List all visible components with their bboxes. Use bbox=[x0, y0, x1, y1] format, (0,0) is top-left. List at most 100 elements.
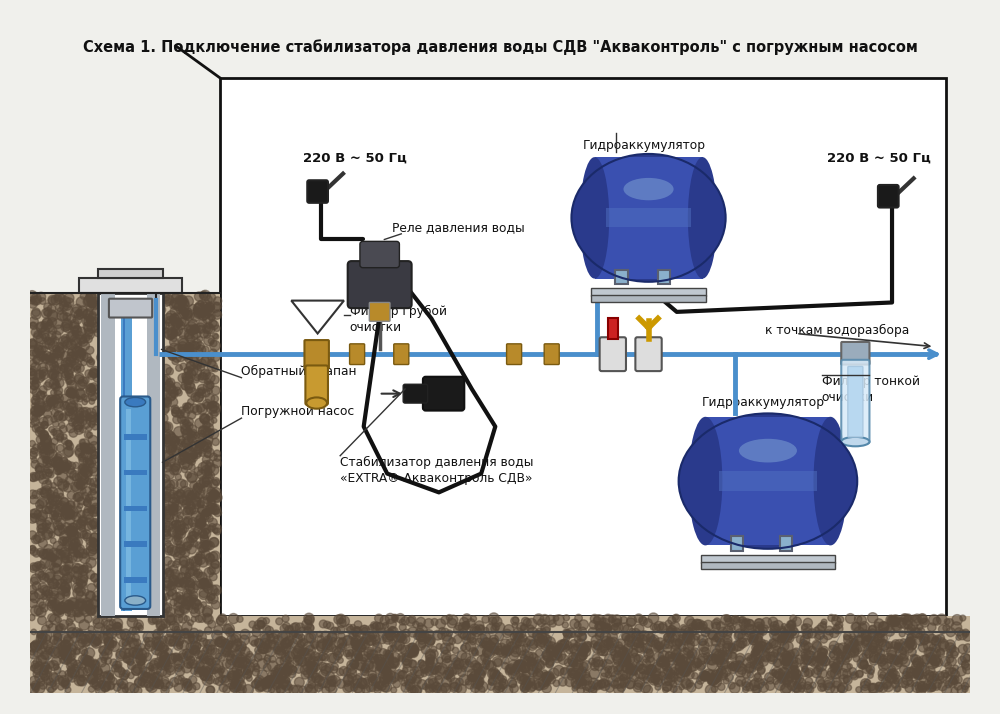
Point bbox=[54, 419, 70, 431]
Point bbox=[56, 411, 72, 423]
Point bbox=[190, 649, 206, 660]
Point bbox=[198, 419, 214, 431]
Point bbox=[73, 585, 89, 597]
Point bbox=[52, 341, 68, 353]
Point bbox=[417, 681, 433, 693]
Point bbox=[217, 636, 233, 648]
Point bbox=[340, 635, 356, 647]
Point bbox=[406, 647, 422, 658]
Point bbox=[26, 640, 42, 652]
Point bbox=[185, 674, 201, 685]
Point bbox=[224, 654, 240, 665]
Point bbox=[484, 668, 500, 680]
Point bbox=[714, 665, 730, 676]
Point bbox=[942, 639, 958, 650]
Point bbox=[77, 647, 93, 658]
Point bbox=[610, 655, 626, 666]
Point bbox=[268, 667, 284, 678]
Point bbox=[80, 445, 96, 456]
Point bbox=[150, 297, 166, 308]
Point bbox=[858, 663, 874, 675]
Point bbox=[401, 680, 417, 692]
Point bbox=[152, 640, 168, 651]
Point bbox=[597, 666, 613, 678]
Point bbox=[380, 653, 396, 665]
Point bbox=[186, 633, 202, 644]
Point bbox=[28, 561, 44, 573]
Point bbox=[34, 511, 50, 522]
Point bbox=[787, 670, 803, 682]
Point bbox=[98, 391, 114, 403]
Point bbox=[290, 646, 306, 658]
Point bbox=[55, 536, 71, 547]
Point bbox=[84, 503, 100, 514]
Point bbox=[344, 663, 360, 675]
Point bbox=[84, 298, 100, 310]
Point bbox=[73, 675, 89, 687]
Point bbox=[885, 668, 901, 679]
Point bbox=[871, 633, 887, 644]
Point bbox=[79, 486, 95, 497]
Point bbox=[189, 450, 205, 461]
Point bbox=[71, 424, 87, 436]
Point bbox=[155, 650, 171, 662]
Point bbox=[56, 362, 72, 373]
Point bbox=[74, 633, 90, 644]
Point bbox=[674, 642, 690, 653]
Point bbox=[568, 677, 584, 688]
Point bbox=[512, 658, 528, 670]
Point bbox=[79, 352, 95, 363]
Point bbox=[366, 621, 382, 633]
Point bbox=[512, 659, 528, 670]
Point bbox=[51, 674, 67, 685]
Point bbox=[663, 671, 679, 683]
Point bbox=[576, 664, 592, 675]
Point bbox=[102, 543, 118, 555]
Point bbox=[878, 677, 894, 688]
Point bbox=[189, 485, 205, 496]
Point bbox=[111, 309, 127, 321]
Point bbox=[915, 642, 931, 653]
Point bbox=[554, 640, 570, 651]
Point bbox=[180, 345, 196, 356]
Point bbox=[170, 471, 186, 483]
Point bbox=[64, 522, 80, 533]
Point bbox=[913, 685, 929, 696]
Ellipse shape bbox=[580, 157, 609, 278]
Point bbox=[55, 363, 71, 374]
Point bbox=[169, 651, 185, 663]
Point bbox=[178, 423, 194, 435]
Point bbox=[635, 663, 651, 675]
Point bbox=[39, 649, 55, 660]
Point bbox=[103, 680, 119, 692]
Point bbox=[203, 498, 219, 510]
Point bbox=[84, 659, 100, 670]
Point bbox=[28, 471, 44, 483]
Point bbox=[196, 521, 212, 533]
Point bbox=[653, 657, 669, 668]
Point bbox=[192, 659, 208, 670]
Point bbox=[250, 645, 266, 656]
Point bbox=[98, 528, 114, 539]
Point bbox=[478, 614, 494, 625]
Point bbox=[51, 301, 67, 313]
Point bbox=[27, 380, 43, 391]
Point bbox=[49, 364, 65, 376]
Point bbox=[88, 595, 104, 607]
Point bbox=[474, 622, 490, 633]
Point bbox=[620, 663, 636, 674]
Point bbox=[126, 327, 142, 338]
Point bbox=[268, 667, 284, 678]
Point bbox=[159, 493, 175, 504]
Point bbox=[959, 652, 975, 663]
Point bbox=[228, 681, 244, 693]
Point bbox=[307, 671, 323, 683]
Point bbox=[47, 589, 63, 600]
Point bbox=[746, 659, 762, 670]
Point bbox=[201, 578, 217, 590]
Point bbox=[171, 318, 187, 329]
Point bbox=[57, 462, 73, 473]
Point bbox=[361, 646, 377, 658]
Point bbox=[133, 528, 149, 539]
Point bbox=[846, 645, 862, 657]
